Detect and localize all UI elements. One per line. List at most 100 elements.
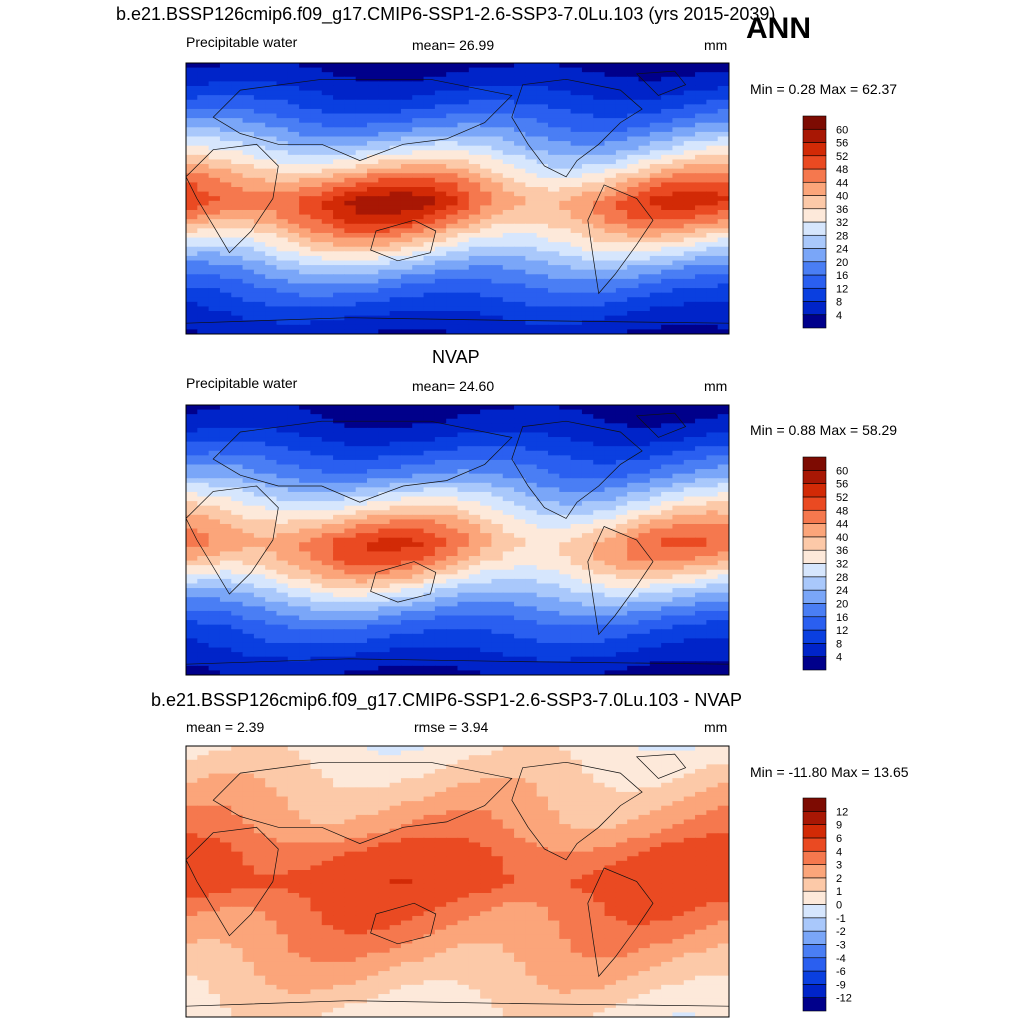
field-cell: [434, 546, 447, 552]
field-cell: [672, 528, 685, 534]
field-cell: [581, 569, 594, 575]
field-cell: [276, 427, 289, 433]
field-cell: [197, 542, 210, 548]
field-cell: [536, 491, 549, 498]
field-cell: [321, 251, 334, 257]
field-cell: [638, 496, 651, 502]
field-cell: [638, 242, 651, 248]
field-cell: [321, 191, 334, 197]
field-cell: [695, 196, 707, 202]
field-cell: [400, 556, 413, 562]
field-cell: [638, 145, 651, 151]
field-cell: [446, 260, 459, 266]
field-cell: [446, 150, 459, 156]
field-cell: [683, 464, 696, 470]
field-cell: [627, 409, 640, 415]
field-cell: [446, 219, 459, 225]
field-cell: [525, 418, 538, 424]
field-cell: [581, 196, 594, 202]
field-cell: [525, 228, 538, 234]
field-cell: [559, 159, 572, 165]
field-cell: [344, 311, 357, 317]
field-cell: [706, 556, 719, 562]
field-cell: [581, 205, 594, 211]
field-cell: [525, 546, 538, 552]
field-cell: [231, 418, 244, 424]
field-cell: [593, 551, 606, 557]
field-cell: [219, 288, 232, 294]
field-cell: [661, 423, 674, 429]
field-cell: [400, 491, 413, 498]
field-cell: [186, 219, 198, 225]
field-cell: [502, 546, 515, 552]
field-cell: [400, 118, 413, 124]
field-cell: [344, 85, 357, 92]
field-cell: [491, 113, 504, 119]
field-cell: [570, 427, 583, 433]
field-cell: [333, 423, 345, 429]
field-cell: [661, 228, 674, 234]
field-cell: [219, 141, 232, 147]
field-cell: [502, 533, 515, 539]
field-cell: [231, 487, 244, 493]
field-cell: [333, 164, 345, 170]
field-cell: [186, 200, 198, 206]
field-cell: [570, 528, 583, 534]
field-cell: [480, 164, 493, 170]
field-cell: [604, 191, 617, 197]
field-cell: [186, 519, 198, 525]
field-cell: [344, 537, 357, 543]
field-cell: [253, 141, 266, 147]
field-cell: [265, 482, 278, 488]
field-cell: [559, 209, 572, 216]
field-cell: [457, 301, 470, 307]
field-cell: [231, 478, 244, 484]
field-cell: [423, 537, 436, 543]
field-cell: [491, 118, 504, 124]
field-cell: [378, 569, 391, 575]
field-cell: [468, 315, 481, 321]
field-cell: [242, 329, 255, 334]
field-cell: [548, 455, 560, 461]
field-cell: [683, 159, 696, 165]
field-cell: [423, 67, 436, 73]
field-cell: [627, 237, 640, 243]
field-cell: [468, 274, 481, 280]
field-cell: [717, 108, 729, 115]
field-cell: [231, 127, 244, 133]
field-cell: [265, 306, 278, 312]
field-cell: [378, 177, 391, 183]
field-cell: [683, 104, 696, 110]
field-cell: [231, 409, 244, 415]
field-cell: [367, 574, 379, 580]
field-cell: [344, 565, 357, 571]
field-cell: [649, 182, 662, 188]
field-cell: [706, 473, 719, 479]
field-cell: [265, 113, 278, 119]
field-cell: [559, 288, 572, 294]
field-cell: [548, 523, 560, 530]
field-cell: [219, 446, 232, 452]
field-cell: [502, 104, 515, 110]
field-cell: [412, 510, 425, 516]
field-cell: [265, 542, 278, 548]
field-cell: [389, 173, 402, 179]
field-cell: [434, 288, 447, 294]
field-cell: [468, 469, 481, 475]
field-cell: [649, 108, 662, 115]
field-cell: [457, 469, 470, 475]
field-cell: [514, 297, 526, 303]
field-cell: [559, 63, 572, 69]
field-cell: [446, 118, 459, 124]
field-cell: [502, 205, 515, 211]
field-cell: [446, 324, 459, 330]
field-cell: [627, 196, 640, 202]
field-cell: [423, 95, 436, 101]
field-cell: [570, 113, 583, 119]
field-cell: [287, 228, 300, 234]
field-cell: [434, 560, 447, 566]
field-cell: [502, 478, 515, 484]
field-cell: [242, 131, 255, 138]
field-cell: [310, 237, 323, 243]
field-cell: [536, 232, 549, 239]
